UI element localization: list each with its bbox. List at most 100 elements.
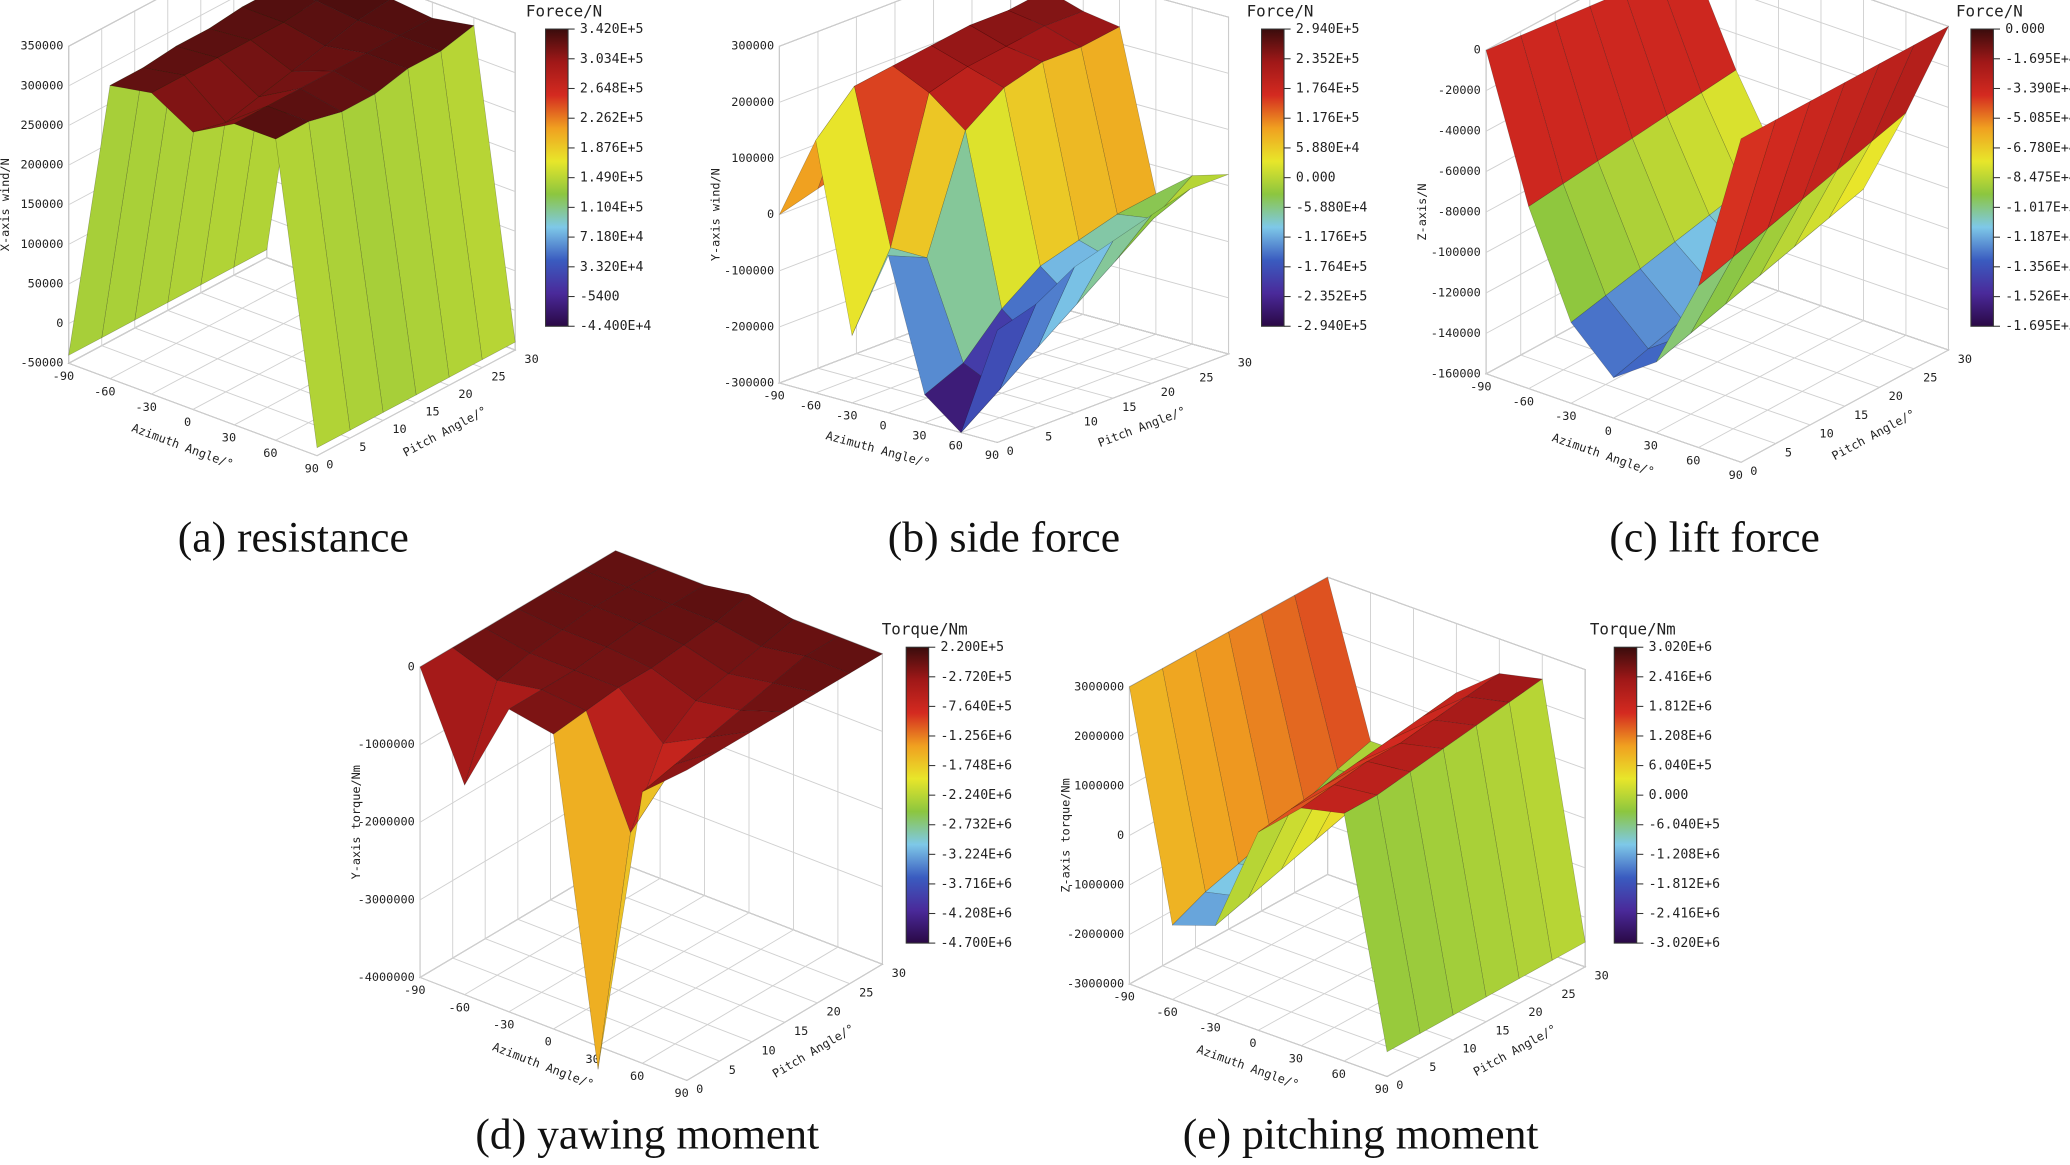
colorbar-tick-label: -3.224E+6 [941, 847, 1013, 862]
colorbar-tick-label: 2.262E+5 [580, 111, 644, 126]
z-grid-line [779, 0, 1229, 47]
z-tick-label: -3000000 [1067, 977, 1124, 991]
x-tick-label: 30 [912, 428, 926, 442]
colorbar-title: Torque/Nm [1590, 620, 1676, 639]
x-axis-label: Azimuth Angle/° [491, 1040, 596, 1092]
surface-patch [804, 636, 884, 674]
x-tick-label: 60 [1686, 453, 1700, 467]
y-axis-label: Pitch Angle/° [401, 403, 490, 459]
y-tick-label: 25 [1561, 987, 1575, 1001]
z-tick-label: -2000000 [358, 815, 415, 829]
surface-patch [1801, 63, 1880, 201]
colorbar-tick-label: -6.780E+4 [2005, 141, 2070, 156]
surface [1129, 576, 1586, 1053]
z-tick-label: 0 [56, 316, 63, 330]
colorbar-tick-label: -4.208E+6 [941, 907, 1013, 922]
z-tick-label: 0 [1474, 43, 1481, 57]
x-tick-label: 30 [1289, 1051, 1303, 1065]
x-tick-label: 30 [222, 431, 236, 445]
panel: -3000000 -2000000 -1000000 0 1000000 2000000 3… [1059, 576, 1721, 1159]
y-tick-label: 10 [761, 1043, 775, 1057]
y-grid-line [1485, 50, 1742, 463]
x-tick-label: 90 [674, 1086, 688, 1100]
colorbar-tick-label: 3.420E+5 [580, 22, 644, 37]
z-tick-label: 0 [408, 660, 415, 674]
x-tick-label: 90 [305, 461, 319, 475]
x-tick-label: -60 [94, 384, 115, 398]
y-tick-label: 5 [1785, 445, 1792, 459]
z-axis-label: Y-axis torque/Nm [349, 765, 363, 879]
y-tick-label: 10 [1819, 427, 1833, 441]
colorbar-tick-label: 1.764E+5 [1296, 81, 1360, 96]
z-tick-label: 1000000 [1074, 778, 1124, 792]
z-tick-label: -160000 [1431, 366, 1481, 380]
z-tick-label: 200000 [20, 158, 63, 172]
colorbar-tick-label: -1.748E+6 [941, 759, 1013, 774]
colorbar [545, 28, 569, 327]
surface [1485, 0, 1950, 379]
y-tick-label: 30 [1594, 969, 1608, 983]
y-tick-label: 25 [1923, 370, 1937, 384]
z-tick-label: -40000 [1438, 124, 1481, 138]
colorbar [905, 646, 930, 944]
colorbar-tick-label: -2.416E+6 [1649, 907, 1721, 922]
y-tick-label: 15 [425, 405, 439, 419]
colorbar-tick-label: 5.880E+4 [1296, 141, 1360, 156]
y-tick-label: 0 [1750, 464, 1757, 478]
y-tick-label: 0 [1007, 444, 1014, 458]
x-tick-label: 0 [1605, 424, 1612, 438]
colorbar-tick-label: -1.526E+5 [2005, 290, 2070, 305]
colorbar-tick-label: 1.176E+5 [1296, 111, 1360, 126]
y-tick-label: 5 [729, 1063, 736, 1077]
colorbar-tick-label: 1.812E+6 [1649, 699, 1713, 714]
x-tick-label: 60 [949, 438, 963, 452]
y-axis-label: Pitch Angle/° [770, 1021, 857, 1081]
colorbar-tick-label: -1.208E+6 [1649, 847, 1721, 862]
z-tick-label: 250000 [20, 118, 63, 132]
colorbar-tick-label: -1.695E+4 [2005, 52, 2070, 67]
colorbar-tick-label: 7.180E+4 [580, 230, 644, 245]
z-tick-label: -2000000 [1067, 927, 1124, 941]
colorbar-tick-label: -3.020E+6 [1649, 936, 1721, 951]
x-tick-label: -60 [1513, 394, 1534, 408]
colorbar-tick-label: -1.812E+6 [1649, 877, 1721, 892]
colorbar-title: Force/N [1956, 1, 2023, 20]
x-tick-label: -60 [800, 399, 821, 413]
panel: -160000-140000-120000-100000-80000-60000… [1415, 0, 2070, 562]
z-tick-label: 100000 [20, 237, 63, 251]
z-tick-label: -1000000 [358, 737, 415, 751]
colorbar-tick-label: -2.732E+6 [941, 818, 1013, 833]
y-tick-label: 20 [827, 1005, 841, 1019]
x-tick-label: -30 [1555, 409, 1576, 423]
z-tick-label: 50000 [28, 276, 64, 290]
x-tick-label: -30 [1199, 1021, 1220, 1035]
colorbar-tick-label: -2.720E+5 [941, 670, 1012, 685]
x-tick-label: 90 [1729, 468, 1743, 482]
surface-patch [312, 0, 319, 2]
y-tick-label: 15 [1495, 1023, 1509, 1037]
y-tick-label: 25 [1199, 370, 1213, 384]
x-tick-label: 0 [545, 1035, 552, 1049]
colorbar [1613, 646, 1638, 944]
z-axis-label: Y-axis wind/N [708, 168, 722, 261]
z-tick-label: 300000 [20, 78, 63, 92]
x-tick-label: 60 [263, 446, 277, 460]
colorbar-tick-label: -2.240E+6 [941, 788, 1013, 803]
y-tick-label: 5 [359, 440, 366, 454]
colorbar-tick-label: -5.880E+4 [1296, 200, 1368, 215]
surface-patch [706, 710, 786, 738]
colorbar-title: Forece/N [526, 1, 602, 20]
z-tick-label: 200000 [731, 95, 774, 109]
y-tick-label: 20 [1889, 389, 1903, 403]
x-tick-label: -60 [449, 1000, 470, 1014]
colorbar-tick-label: -2.352E+5 [1296, 290, 1367, 305]
colorbar-tick-label: -6.040E+5 [1649, 818, 1720, 833]
y-tick-label: 5 [1429, 1060, 1436, 1074]
y-grid-line [1128, 686, 1388, 1077]
z-tick-label: 3000000 [1074, 679, 1124, 693]
colorbar-tick-label: 1.104E+5 [580, 200, 644, 215]
colorbar-tick-label: 2.416E+6 [1649, 670, 1713, 685]
x-tick-label: -90 [1470, 380, 1491, 394]
z-tick-label: 0 [1117, 828, 1124, 842]
surface-patch [739, 682, 819, 713]
